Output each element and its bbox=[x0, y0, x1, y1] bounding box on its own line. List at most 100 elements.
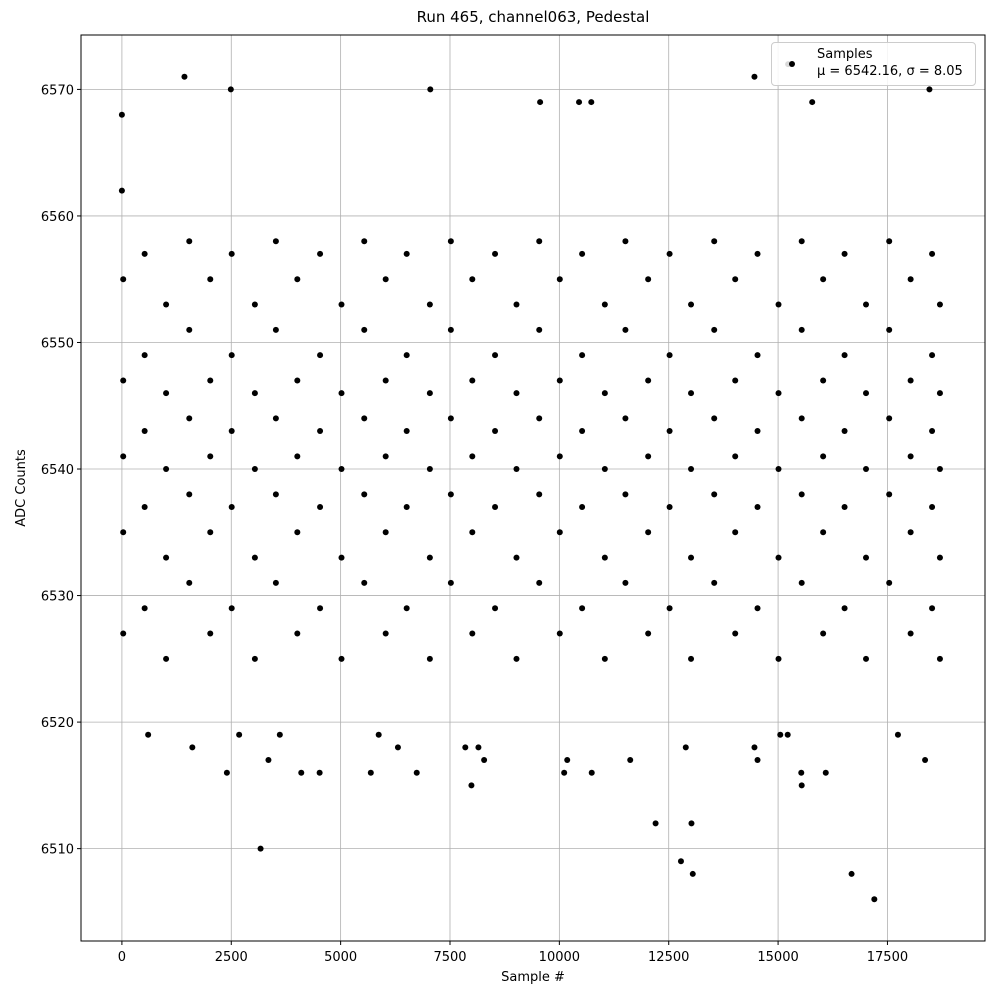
point bbox=[141, 428, 148, 435]
point bbox=[579, 352, 586, 359]
point bbox=[798, 415, 805, 422]
point bbox=[338, 554, 345, 561]
point bbox=[272, 238, 279, 245]
point bbox=[367, 769, 374, 776]
point bbox=[338, 655, 345, 662]
point bbox=[863, 301, 870, 308]
point bbox=[492, 605, 499, 612]
point bbox=[462, 744, 469, 751]
point bbox=[272, 415, 279, 422]
point bbox=[848, 870, 855, 877]
point bbox=[564, 757, 571, 764]
point bbox=[513, 301, 520, 308]
point bbox=[382, 453, 389, 460]
point bbox=[338, 466, 345, 473]
point bbox=[228, 605, 235, 612]
x-axis-label: Sample # bbox=[501, 970, 565, 985]
point bbox=[492, 503, 499, 510]
point bbox=[228, 503, 235, 510]
point bbox=[863, 466, 870, 473]
point bbox=[361, 238, 368, 245]
point bbox=[469, 377, 476, 384]
point bbox=[929, 352, 936, 359]
x-tick-label: 0 bbox=[118, 950, 126, 965]
point bbox=[666, 605, 673, 612]
point bbox=[120, 630, 127, 637]
point bbox=[732, 377, 739, 384]
point bbox=[666, 352, 673, 359]
x-tick-label: 5000 bbox=[324, 950, 357, 965]
point bbox=[645, 453, 652, 460]
point bbox=[688, 390, 695, 397]
point bbox=[871, 896, 878, 903]
point bbox=[841, 428, 848, 435]
point bbox=[576, 99, 583, 106]
point bbox=[207, 529, 214, 536]
point bbox=[798, 238, 805, 245]
point bbox=[645, 377, 652, 384]
point bbox=[711, 579, 718, 586]
point bbox=[536, 415, 543, 422]
point bbox=[579, 428, 586, 435]
point bbox=[751, 744, 758, 751]
point bbox=[536, 491, 543, 498]
point bbox=[163, 655, 170, 662]
point bbox=[492, 352, 499, 359]
point bbox=[936, 655, 943, 662]
point bbox=[382, 377, 389, 384]
point bbox=[223, 769, 230, 776]
point bbox=[711, 238, 718, 245]
point bbox=[936, 390, 943, 397]
point bbox=[207, 630, 214, 637]
point bbox=[820, 377, 827, 384]
point bbox=[556, 630, 563, 637]
point bbox=[863, 554, 870, 561]
point bbox=[361, 415, 368, 422]
point bbox=[798, 326, 805, 333]
point bbox=[513, 554, 520, 561]
point bbox=[141, 503, 148, 510]
point bbox=[469, 529, 476, 536]
point bbox=[317, 605, 324, 612]
point bbox=[820, 453, 827, 460]
point bbox=[688, 301, 695, 308]
x-tick-label: 10000 bbox=[539, 950, 580, 965]
point bbox=[556, 453, 563, 460]
point bbox=[251, 390, 258, 397]
point bbox=[447, 579, 454, 586]
point bbox=[822, 769, 829, 776]
plot-frame bbox=[80, 34, 986, 942]
point bbox=[492, 250, 499, 257]
point bbox=[207, 453, 214, 460]
point bbox=[688, 554, 695, 561]
point bbox=[481, 757, 488, 764]
point bbox=[228, 250, 235, 257]
point bbox=[294, 529, 301, 536]
point bbox=[317, 428, 324, 435]
point bbox=[645, 529, 652, 536]
point bbox=[929, 503, 936, 510]
y-axis-label: ADC Counts bbox=[14, 449, 29, 527]
point bbox=[413, 769, 420, 776]
point bbox=[298, 769, 305, 776]
point bbox=[841, 605, 848, 612]
point bbox=[272, 491, 279, 498]
point bbox=[447, 326, 454, 333]
point bbox=[652, 820, 659, 827]
point bbox=[186, 326, 193, 333]
point bbox=[777, 731, 784, 738]
point bbox=[886, 579, 893, 586]
point bbox=[338, 301, 345, 308]
point bbox=[294, 630, 301, 637]
point bbox=[316, 769, 323, 776]
point bbox=[361, 579, 368, 586]
point bbox=[798, 491, 805, 498]
point bbox=[841, 250, 848, 257]
point bbox=[403, 605, 410, 612]
point bbox=[536, 238, 543, 245]
x-tick-label: 15000 bbox=[757, 950, 798, 965]
point bbox=[894, 731, 901, 738]
point bbox=[886, 415, 893, 422]
y-tick-label: 6510 bbox=[41, 843, 74, 858]
point bbox=[513, 390, 520, 397]
